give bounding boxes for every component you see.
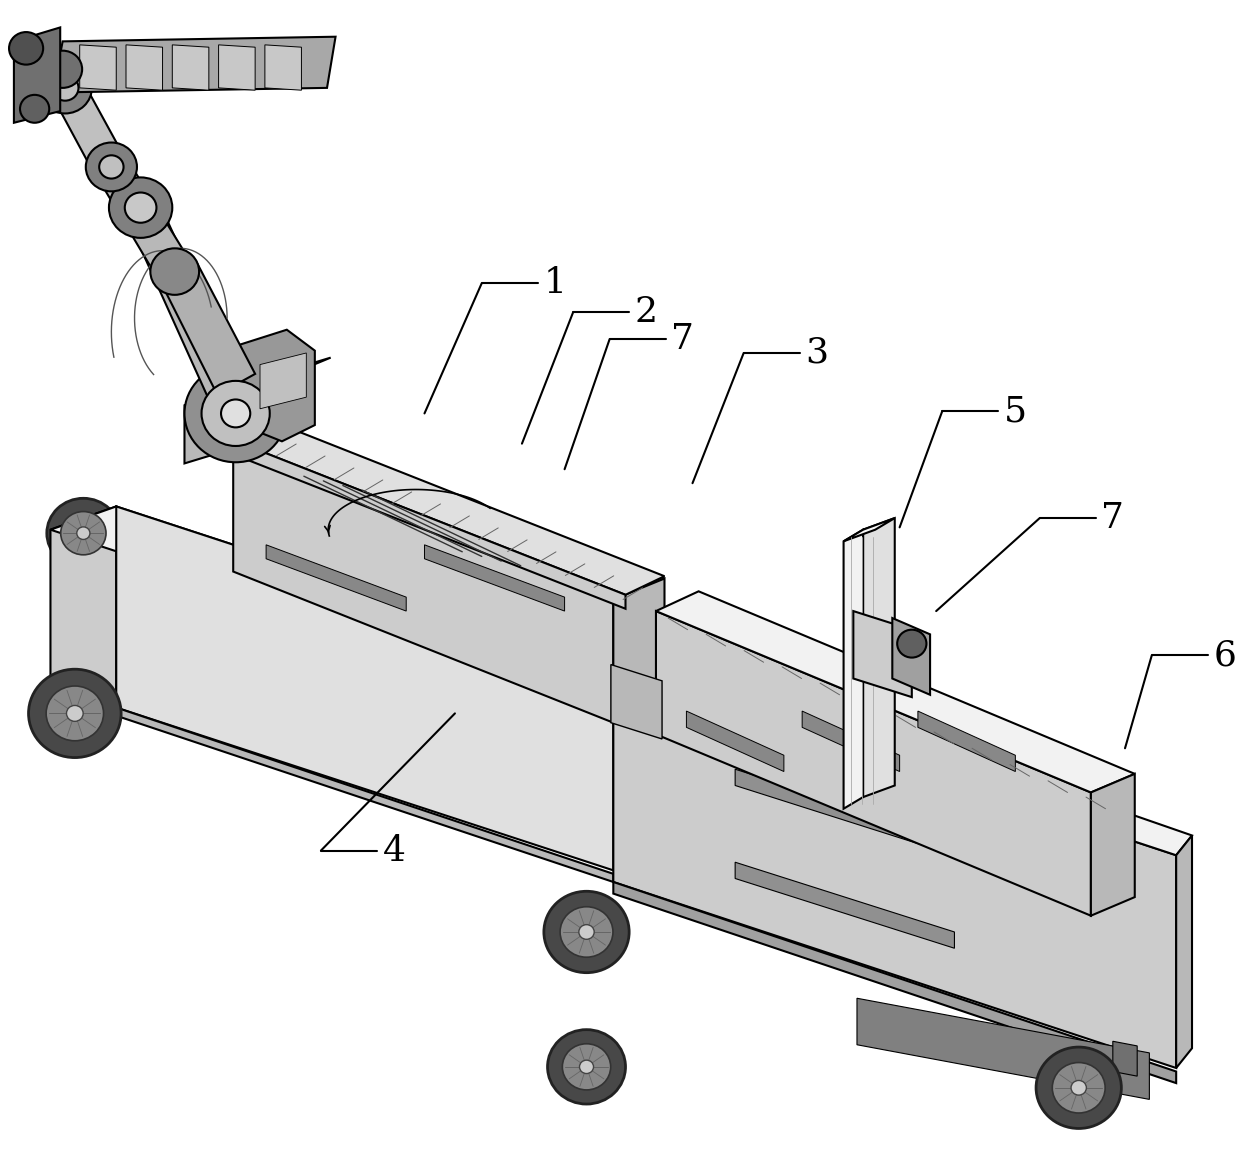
Circle shape <box>548 1029 625 1104</box>
Circle shape <box>77 527 91 540</box>
Polygon shape <box>614 650 1192 855</box>
Polygon shape <box>656 611 1091 916</box>
Circle shape <box>150 248 200 295</box>
Polygon shape <box>918 711 1016 772</box>
Circle shape <box>99 156 124 178</box>
Polygon shape <box>236 330 315 441</box>
Polygon shape <box>735 769 955 855</box>
Circle shape <box>125 192 156 222</box>
Polygon shape <box>614 669 1177 1068</box>
Polygon shape <box>614 882 1177 1083</box>
Polygon shape <box>117 707 614 882</box>
Polygon shape <box>656 591 1135 793</box>
Polygon shape <box>1091 774 1135 916</box>
Circle shape <box>563 1043 610 1090</box>
Text: 1: 1 <box>543 266 567 300</box>
Circle shape <box>579 925 594 939</box>
Polygon shape <box>614 578 665 723</box>
Circle shape <box>579 1060 594 1074</box>
Polygon shape <box>79 44 117 90</box>
Polygon shape <box>424 545 564 611</box>
Polygon shape <box>857 998 1149 1100</box>
Polygon shape <box>14 27 61 123</box>
Polygon shape <box>267 545 407 611</box>
Polygon shape <box>893 618 930 694</box>
Circle shape <box>185 364 286 463</box>
Polygon shape <box>53 82 126 177</box>
Circle shape <box>43 50 82 88</box>
Text: 3: 3 <box>805 336 828 370</box>
Text: 6: 6 <box>1214 638 1236 672</box>
Polygon shape <box>51 506 614 692</box>
Polygon shape <box>843 518 895 541</box>
Circle shape <box>898 630 926 658</box>
Polygon shape <box>611 665 662 739</box>
Circle shape <box>47 499 120 568</box>
Polygon shape <box>863 518 895 797</box>
Polygon shape <box>97 162 190 279</box>
Text: 2: 2 <box>635 295 657 329</box>
Polygon shape <box>242 425 665 595</box>
Polygon shape <box>260 352 306 409</box>
Circle shape <box>52 75 78 101</box>
Circle shape <box>221 399 250 427</box>
Polygon shape <box>1177 835 1192 1068</box>
Polygon shape <box>853 611 911 697</box>
Circle shape <box>29 669 122 758</box>
Circle shape <box>46 686 103 741</box>
Polygon shape <box>233 448 614 723</box>
Circle shape <box>86 143 136 191</box>
Circle shape <box>61 512 105 555</box>
Polygon shape <box>160 262 255 395</box>
Circle shape <box>544 891 629 973</box>
Polygon shape <box>185 369 303 464</box>
Polygon shape <box>843 529 863 809</box>
Text: 5: 5 <box>1004 395 1027 429</box>
Polygon shape <box>218 44 255 90</box>
Polygon shape <box>185 357 331 405</box>
Polygon shape <box>53 36 336 93</box>
Circle shape <box>109 177 172 238</box>
Polygon shape <box>687 711 784 772</box>
Polygon shape <box>117 506 614 870</box>
Circle shape <box>202 381 270 446</box>
Circle shape <box>1053 1062 1105 1112</box>
Circle shape <box>9 32 43 64</box>
Polygon shape <box>126 199 241 399</box>
Polygon shape <box>126 44 162 90</box>
Polygon shape <box>802 711 900 772</box>
Circle shape <box>20 95 50 123</box>
Polygon shape <box>233 427 665 600</box>
Text: 4: 4 <box>382 834 405 868</box>
Polygon shape <box>242 444 625 609</box>
Circle shape <box>1071 1081 1086 1095</box>
Text: 7: 7 <box>1101 501 1125 535</box>
Text: 7: 7 <box>671 322 694 356</box>
Polygon shape <box>1112 1041 1137 1076</box>
Polygon shape <box>735 862 955 949</box>
Circle shape <box>38 62 92 114</box>
Polygon shape <box>51 506 117 731</box>
Polygon shape <box>265 44 301 90</box>
Circle shape <box>560 906 613 957</box>
Polygon shape <box>172 44 208 90</box>
Circle shape <box>67 705 83 721</box>
Circle shape <box>1037 1047 1121 1129</box>
